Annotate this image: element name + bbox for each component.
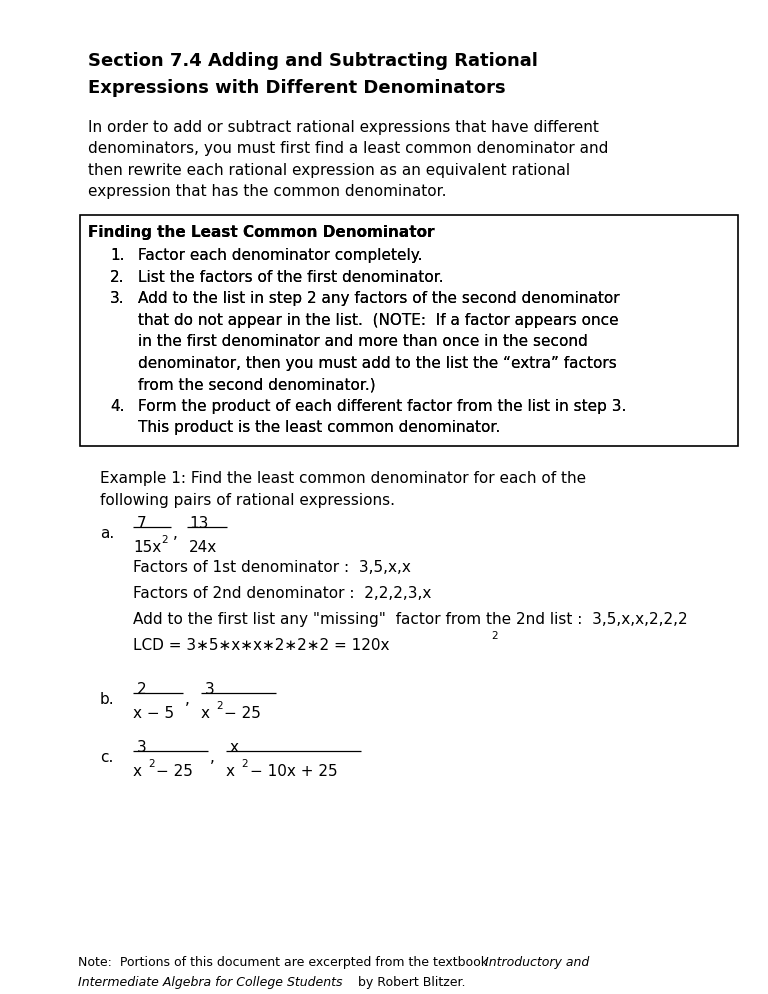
Text: denominators, you must first find a least common denominator and: denominators, you must first find a leas… — [88, 141, 608, 156]
Text: 24x: 24x — [189, 541, 217, 556]
Text: x: x — [230, 741, 239, 755]
Text: This product is the least common denominator.: This product is the least common denomin… — [138, 420, 500, 435]
Text: by Robert Blitzer.: by Robert Blitzer. — [354, 976, 465, 989]
Text: a.: a. — [100, 527, 114, 542]
Text: x − 5: x − 5 — [133, 706, 174, 721]
Text: Introductory and: Introductory and — [485, 956, 589, 969]
Text: Form the product of each different factor from the list in step 3.: Form the product of each different facto… — [138, 399, 627, 414]
Text: 1.: 1. — [110, 248, 124, 263]
Text: Add to the list in step 2 any factors of the second denominator: Add to the list in step 2 any factors of… — [138, 291, 620, 306]
Text: that do not appear in the list.  (NOTE:  If a factor appears once: that do not appear in the list. (NOTE: I… — [138, 313, 619, 328]
Text: 2: 2 — [137, 682, 147, 697]
Text: Factors of 2nd denominator :  2,2,2,3,x: Factors of 2nd denominator : 2,2,2,3,x — [133, 586, 432, 601]
Text: x: x — [133, 764, 142, 779]
Text: x: x — [226, 764, 235, 779]
Text: Add to the first list any "missing"  factor from the 2nd list :  3,5,x,x,2,2,2: Add to the first list any "missing" fact… — [133, 612, 687, 627]
Text: then rewrite each rational expression as an equivalent rational: then rewrite each rational expression as… — [88, 163, 570, 178]
Text: Section 7.4 Adding and Subtracting Rational: Section 7.4 Adding and Subtracting Ratio… — [88, 52, 538, 70]
Text: Add to the list in step 2 any factors of the second denominator: Add to the list in step 2 any factors of… — [138, 291, 620, 306]
Text: − 25: − 25 — [224, 706, 261, 721]
Text: Expressions with Different Denominators: Expressions with Different Denominators — [88, 79, 505, 96]
Text: 2: 2 — [491, 631, 498, 641]
Text: 4.: 4. — [110, 399, 124, 414]
Text: c.: c. — [100, 750, 114, 765]
Text: ,: , — [210, 750, 215, 765]
Text: 2: 2 — [161, 535, 168, 545]
Text: Example 1: Find the least common denominator for each of the: Example 1: Find the least common denomin… — [100, 471, 586, 486]
Text: in the first denominator and more than once in the second: in the first denominator and more than o… — [138, 334, 588, 349]
Text: 1.: 1. — [110, 248, 124, 263]
Text: 2: 2 — [217, 701, 223, 711]
Text: from the second denominator.): from the second denominator.) — [138, 377, 376, 393]
Text: Form the product of each different factor from the list in step 3.: Form the product of each different facto… — [138, 399, 627, 414]
Text: This product is the least common denominator.: This product is the least common denomin… — [138, 420, 500, 435]
Text: − 25: − 25 — [157, 764, 194, 779]
Text: denominator, then you must add to the list the “extra” factors: denominator, then you must add to the li… — [138, 356, 617, 371]
Text: Finding the Least Common Denominator: Finding the Least Common Denominator — [88, 226, 435, 241]
Text: from the second denominator.): from the second denominator.) — [138, 377, 376, 393]
Text: Intermediate Algebra for College Students: Intermediate Algebra for College Student… — [78, 976, 343, 989]
Text: 2: 2 — [148, 758, 155, 768]
Text: b.: b. — [100, 692, 114, 707]
Text: 3: 3 — [205, 682, 215, 697]
Text: LCD = 3∗5∗x∗x∗2∗2∗2 = 120x: LCD = 3∗5∗x∗x∗2∗2∗2 = 120x — [133, 638, 389, 653]
Text: 7: 7 — [137, 517, 147, 532]
Text: Factor each denominator completely.: Factor each denominator completely. — [138, 248, 422, 263]
Text: x: x — [201, 706, 210, 721]
Text: 2.: 2. — [110, 270, 124, 285]
Text: 3.: 3. — [110, 291, 124, 306]
Text: in the first denominator and more than once in the second: in the first denominator and more than o… — [138, 334, 588, 349]
Text: ,: , — [185, 692, 190, 707]
Text: 3.: 3. — [110, 291, 124, 306]
Text: 2.: 2. — [110, 270, 124, 285]
Text: denominator, then you must add to the list the “extra” factors: denominator, then you must add to the li… — [138, 356, 617, 371]
Text: List the factors of the first denominator.: List the factors of the first denominato… — [138, 270, 444, 285]
Text: 13: 13 — [189, 517, 208, 532]
Text: that do not appear in the list.  (NOTE:  If a factor appears once: that do not appear in the list. (NOTE: I… — [138, 313, 619, 328]
Text: Factors of 1st denominator :  3,5,x,x: Factors of 1st denominator : 3,5,x,x — [133, 561, 411, 576]
Text: ,: , — [173, 527, 178, 542]
Text: Finding the Least Common Denominator: Finding the Least Common Denominator — [88, 226, 435, 241]
Text: Note:  Portions of this document are excerpted from the textbook: Note: Portions of this document are exce… — [78, 956, 492, 969]
Text: 4.: 4. — [110, 399, 124, 414]
Text: following pairs of rational expressions.: following pairs of rational expressions. — [100, 493, 395, 508]
Text: 3: 3 — [137, 741, 147, 755]
Text: expression that has the common denominator.: expression that has the common denominat… — [88, 184, 446, 199]
Text: − 10x + 25: − 10x + 25 — [250, 764, 337, 779]
Text: List the factors of the first denominator.: List the factors of the first denominato… — [138, 270, 444, 285]
Text: Factor each denominator completely.: Factor each denominator completely. — [138, 248, 422, 263]
Text: 2: 2 — [241, 758, 248, 768]
Text: In order to add or subtract rational expressions that have different: In order to add or subtract rational exp… — [88, 119, 599, 135]
Text: 15x: 15x — [133, 541, 161, 556]
